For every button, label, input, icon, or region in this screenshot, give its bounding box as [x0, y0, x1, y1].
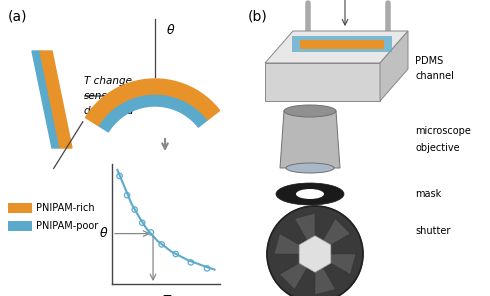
- Polygon shape: [292, 36, 392, 52]
- Point: [131, 207, 139, 212]
- Text: T: T: [162, 294, 170, 296]
- Point: [138, 221, 146, 225]
- Text: sensor: sensor: [84, 91, 119, 101]
- Polygon shape: [315, 219, 350, 254]
- Polygon shape: [32, 51, 60, 148]
- Polygon shape: [98, 94, 208, 132]
- Polygon shape: [265, 63, 380, 101]
- Bar: [8, 203, 32, 213]
- Point: [203, 266, 211, 271]
- Bar: [8, 221, 32, 231]
- Polygon shape: [274, 234, 315, 254]
- Text: PDMS: PDMS: [415, 56, 443, 66]
- Ellipse shape: [296, 189, 324, 199]
- Text: θ: θ: [167, 25, 174, 38]
- Text: shutter: shutter: [415, 226, 450, 236]
- Ellipse shape: [276, 183, 344, 205]
- Point: [187, 260, 195, 265]
- Text: objective: objective: [415, 143, 460, 153]
- Text: θ: θ: [99, 227, 107, 240]
- Polygon shape: [380, 31, 408, 101]
- Text: microscope: microscope: [415, 126, 471, 136]
- Text: PNIPAM-rich: PNIPAM-rich: [36, 203, 95, 213]
- Point: [116, 174, 123, 178]
- Text: (b): (b): [248, 10, 268, 24]
- Point: [172, 252, 180, 256]
- Circle shape: [267, 206, 363, 296]
- Polygon shape: [315, 254, 356, 274]
- Text: T change: T change: [84, 76, 132, 86]
- Polygon shape: [85, 79, 220, 126]
- Text: PNIPAM-poor: PNIPAM-poor: [36, 221, 98, 231]
- Polygon shape: [280, 111, 340, 168]
- Ellipse shape: [286, 163, 334, 173]
- Polygon shape: [315, 254, 335, 295]
- Ellipse shape: [284, 105, 336, 117]
- Text: (a): (a): [8, 10, 27, 24]
- Polygon shape: [294, 213, 315, 254]
- Point: [123, 193, 131, 197]
- Polygon shape: [299, 236, 331, 272]
- Text: channel: channel: [415, 71, 454, 81]
- Text: deformed: deformed: [84, 106, 134, 116]
- Polygon shape: [300, 40, 384, 49]
- Text: mask: mask: [415, 189, 441, 199]
- Polygon shape: [265, 31, 408, 63]
- Polygon shape: [40, 51, 72, 148]
- Polygon shape: [280, 254, 315, 289]
- Point: [147, 230, 155, 235]
- Point: [158, 242, 166, 247]
